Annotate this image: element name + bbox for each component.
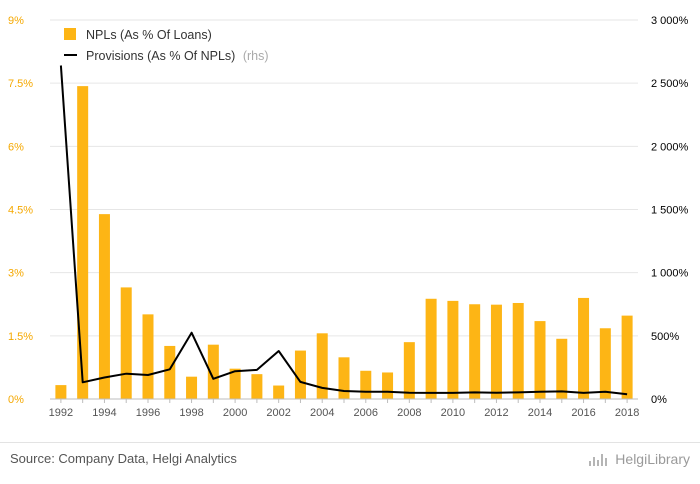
right-tick-label: 2 000%	[651, 141, 689, 153]
npl-bar	[447, 300, 459, 399]
right-tick-label: 0%	[651, 394, 667, 406]
legend-label-npl: NPLs (As % Of Loans)	[86, 28, 212, 42]
combo-chart: 0% 1.5% 3% 4.5% 6% 7.5% 9% 0% 500% 1 000% 1 500% 2…	[8, 15, 689, 419]
brand-logo[interactable]: HelgiLibrary	[589, 451, 690, 467]
npl-bar	[425, 298, 437, 399]
legend-swatch-npl	[64, 28, 76, 40]
npl-bar	[229, 368, 241, 399]
npl-bar	[512, 302, 524, 399]
npl-bar	[251, 374, 263, 399]
left-tick-label: 3%	[8, 268, 24, 280]
npl-bar	[578, 297, 590, 399]
source-text: Source: Company Data, Helgi Analytics	[10, 451, 237, 466]
right-tick-label: 3 000%	[651, 15, 689, 27]
legend-label-provisions: Provisions (As % Of NPLs) (rhs)	[86, 49, 269, 63]
right-tick-label: 1 500%	[651, 205, 689, 217]
x-tick-label: 2014	[528, 407, 552, 419]
left-tick-label: 7.5%	[8, 78, 33, 90]
left-tick-label: 1.5%	[8, 331, 33, 343]
npl-bar	[469, 304, 481, 399]
x-tick-label: 1998	[179, 407, 203, 419]
x-tick-label: 1994	[92, 407, 116, 419]
x-tick-label: 1996	[136, 407, 160, 419]
x-tick-label: 2002	[266, 407, 290, 419]
x-tick-label: 2012	[484, 407, 508, 419]
x-tick-label: 2006	[354, 407, 378, 419]
npl-bar	[360, 370, 372, 399]
npl-bar	[599, 328, 611, 399]
npl-bars	[55, 86, 633, 399]
legend-label-provisions-suffix: (rhs)	[243, 49, 269, 63]
npl-bar	[55, 385, 67, 399]
x-tick-label: 2016	[571, 407, 595, 419]
brand-name: HelgiLibrary	[615, 451, 690, 467]
npl-bar	[164, 345, 176, 399]
npl-bar	[338, 357, 350, 399]
npl-bar	[120, 287, 132, 399]
right-tick-label: 500%	[651, 331, 679, 343]
provisions-line-group	[59, 65, 628, 396]
right-y-axis: 0% 500% 1 000% 1 500% 2 000% 2 500% 3 000%	[651, 15, 689, 406]
right-tick-label: 1 000%	[651, 268, 689, 280]
x-tick-label: 1992	[49, 407, 73, 419]
npl-bar	[98, 214, 110, 399]
npl-bar	[273, 385, 285, 399]
provisions-line	[59, 65, 628, 396]
x-tick-label: 2004	[310, 407, 334, 419]
npl-bar	[534, 321, 546, 399]
left-tick-label: 0%	[8, 394, 24, 406]
left-tick-label: 9%	[8, 15, 24, 27]
left-tick-label: 6%	[8, 141, 24, 153]
npl-bar	[382, 372, 394, 399]
x-tick-label: 2008	[397, 407, 421, 419]
npl-bar	[556, 338, 568, 399]
footer: Source: Company Data, Helgi Analytics He…	[0, 442, 700, 484]
bar-chart-icon	[589, 452, 611, 466]
npl-bar	[490, 304, 502, 399]
right-tick-label: 2 500%	[651, 78, 689, 90]
x-tick-label: 2010	[441, 407, 465, 419]
legend-label-provisions-name: Provisions (As % Of NPLs)	[86, 49, 235, 63]
npl-bar	[186, 376, 198, 399]
npl-bar	[142, 314, 154, 399]
legend: NPLs (As % Of Loans) Provisions (As % Of…	[64, 28, 269, 63]
npl-bar	[77, 86, 89, 399]
x-axis: 1992 1994 1996 1998 2000 2002 2004 2006 2008 2010…	[49, 398, 639, 419]
gridlines	[50, 19, 638, 400]
npl-bar	[621, 315, 633, 399]
npl-bar	[207, 344, 219, 399]
x-tick-label: 2018	[615, 407, 639, 419]
left-y-axis: 0% 1.5% 3% 4.5% 6% 7.5% 9%	[8, 15, 33, 406]
npl-bar	[316, 333, 328, 399]
x-tick-label: 2000	[223, 407, 247, 419]
left-tick-label: 4.5%	[8, 205, 33, 217]
npl-bar	[294, 350, 306, 399]
npl-bar	[403, 342, 415, 399]
